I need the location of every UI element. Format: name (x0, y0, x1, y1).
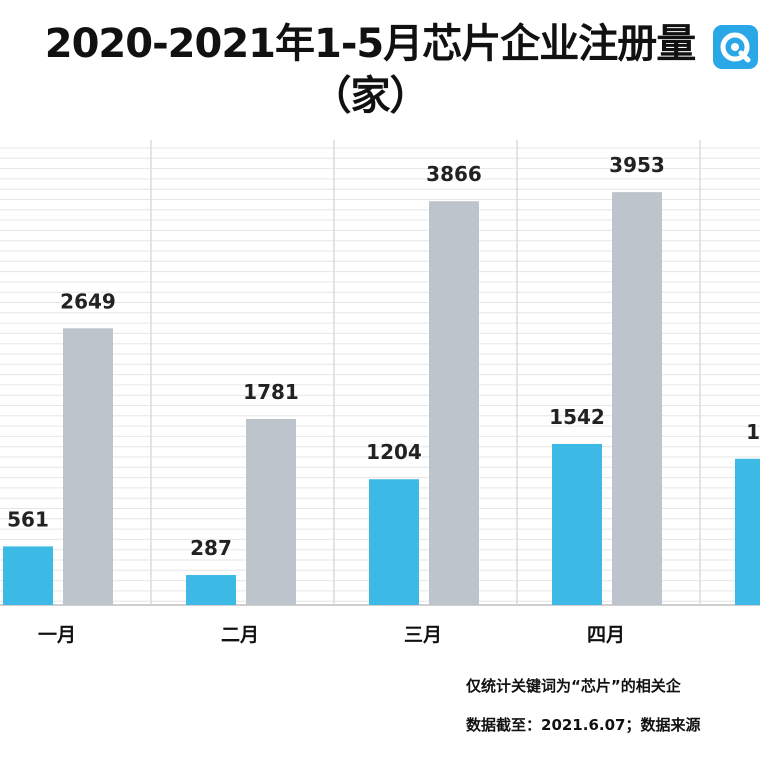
chart-data-labels: 561 287 1204 1542 14 2649 1781 3866 3953 (7, 153, 760, 560)
bar (429, 201, 479, 605)
data-label: 2649 (60, 289, 116, 313)
data-label: 1781 (243, 380, 299, 404)
bar (3, 546, 53, 605)
brand-logo-icon (713, 25, 758, 69)
bar (735, 458, 760, 605)
data-label: 561 (7, 507, 49, 531)
bar (369, 479, 419, 605)
bar (612, 192, 662, 605)
footnote-scope: 仅统计关键词为“芯片”的相关企 (466, 677, 681, 695)
chart-bars (3, 192, 760, 605)
chart-x-axis: 一月二月三月四月五月 (38, 624, 625, 646)
chart-title-unit: （家） (311, 73, 430, 119)
chart-title: 2020-2021年1-5月芯片企业注册量 （家） (0, 18, 740, 122)
chart-title-main: 2020-2021年1-5月芯片企业注册量 (44, 21, 697, 67)
data-label: 1542 (549, 405, 605, 429)
data-label: 14 (746, 420, 760, 444)
data-label: 3866 (426, 162, 482, 186)
bar (186, 575, 236, 605)
x-tick-label: 一月 (38, 624, 76, 646)
bar (552, 443, 602, 605)
x-tick-label: 二月 (221, 624, 259, 646)
bar (63, 328, 113, 605)
x-tick-label: 三月 (404, 624, 442, 646)
data-label: 3953 (609, 153, 665, 177)
footnote-source: 数据截至：2021.6.07；数据来源 (466, 716, 701, 734)
data-label: 1204 (366, 440, 422, 464)
bar-chart: 561 287 1204 1542 14 2649 1781 3866 3953 一月 二月 三月 四… (0, 140, 760, 646)
data-label: 287 (190, 536, 232, 560)
x-tick-label: 四月 (587, 624, 625, 646)
bar (246, 418, 296, 605)
